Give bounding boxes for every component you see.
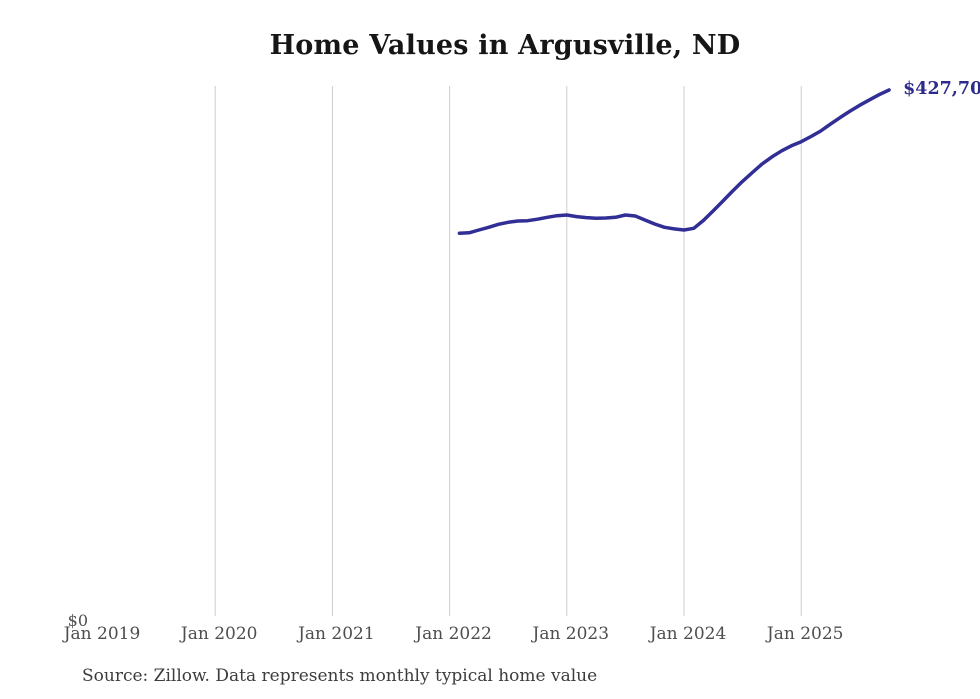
x-tick-label-2019: Jan 2019 [63,624,141,644]
y-axis-zero-label: $0 [67,611,88,630]
chart-title: Home Values in Argusville, ND [269,30,741,61]
x-tick-label-2022: Jan 2022 [415,624,492,644]
source-note: Source: Zillow. Data represents monthly … [82,666,598,686]
x-tick-label-2025: Jan 2025 [766,624,844,644]
x-tick-label-2020: Jan 2020 [180,624,258,644]
end-value-label: $427,700 [903,79,980,99]
x-tick-label-2024: Jan 2024 [649,624,727,644]
home-value-line-series [457,88,891,235]
x-tick-label-2023: Jan 2023 [532,624,610,644]
year-gridlines [214,86,802,616]
x-tick-label-2021: Jan 2021 [298,624,375,644]
